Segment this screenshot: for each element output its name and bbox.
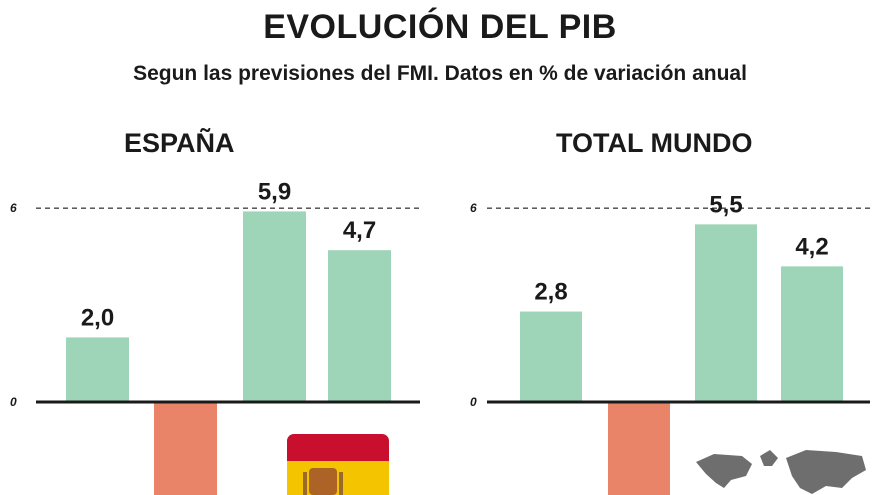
flag-coat-of-arms: [309, 468, 337, 495]
data-label: 4,7: [343, 217, 376, 244]
panel-spain: 0 6 2,0 5,9 4,7: [10, 178, 420, 495]
map-greenland: [760, 450, 778, 466]
bar: [695, 224, 757, 402]
y-tick-label: 6: [10, 201, 17, 215]
bar: [243, 211, 306, 402]
y-tick-label: 6: [470, 201, 477, 215]
panel-title-world: TOTAL MUNDO: [556, 128, 753, 158]
flag-yellow-stripe: [287, 461, 389, 495]
flag-pillar-left: [303, 472, 307, 495]
data-label: 5,9: [258, 178, 291, 205]
bar: [66, 337, 129, 402]
map-americas: [696, 454, 752, 488]
bar: [608, 402, 670, 495]
spanish-flag-icon: [287, 434, 389, 495]
y-tick-label: 0: [10, 395, 17, 409]
panel-world: 0 6 2,8 5,5 4,2: [470, 191, 870, 495]
panel-title-spain: ESPAÑA: [124, 128, 235, 158]
data-label: 2,0: [81, 304, 114, 331]
data-label: 4,2: [795, 233, 828, 260]
bar: [781, 266, 843, 402]
bar: [328, 250, 391, 402]
data-label: 2,8: [534, 279, 567, 306]
map-eurasia: [786, 450, 866, 494]
world-map-icon: [696, 450, 866, 494]
y-tick-label: 0: [470, 395, 477, 409]
flag-pillar-right: [339, 472, 343, 495]
data-label: 5,5: [709, 191, 742, 218]
bar: [520, 311, 582, 402]
chart-subtitle: Segun las previsiones del FMI. Datos en …: [133, 62, 747, 85]
bar: [154, 402, 217, 495]
chart-title: EVOLUCIÓN DEL PIB: [263, 8, 617, 46]
